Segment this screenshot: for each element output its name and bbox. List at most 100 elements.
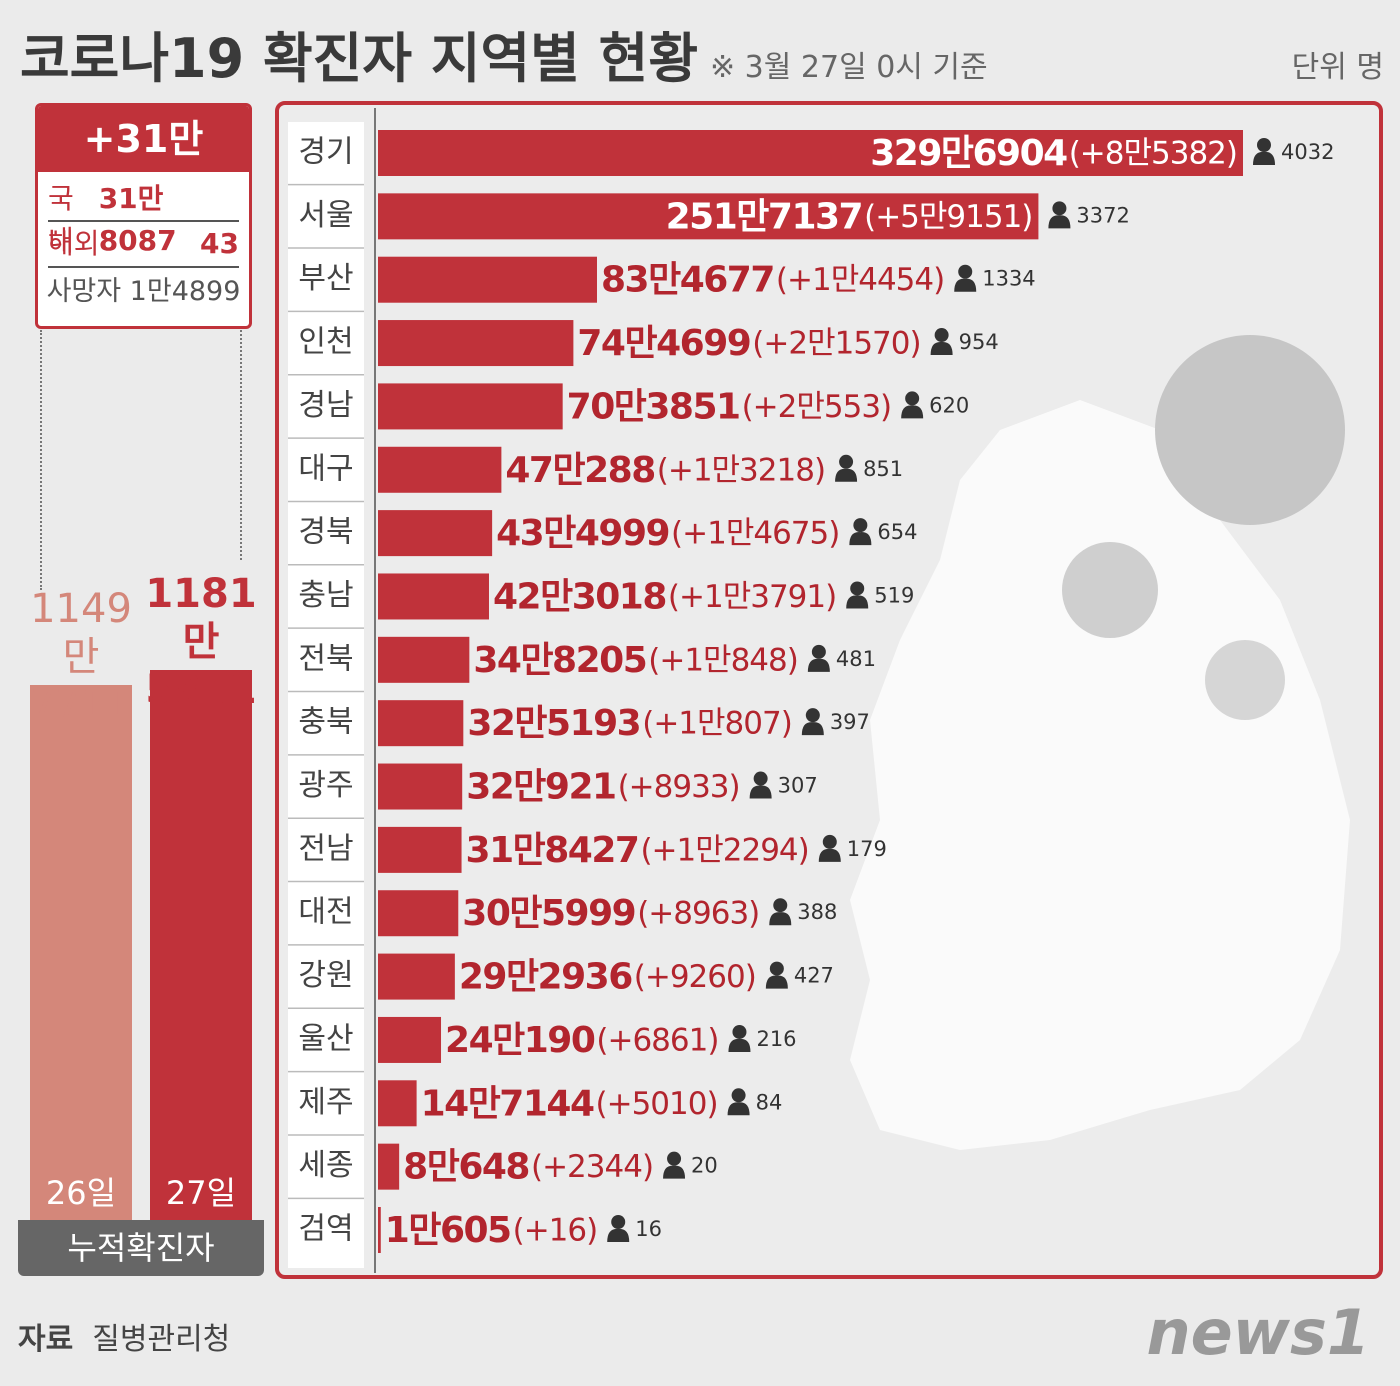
person-icon bbox=[807, 658, 830, 672]
category-label: 경기 bbox=[298, 135, 353, 170]
category-label: 서울 bbox=[298, 198, 353, 233]
map bbox=[850, 400, 1350, 1150]
death-label: 84 bbox=[756, 1090, 783, 1114]
bar bbox=[378, 573, 489, 620]
category-label: 충남 bbox=[298, 578, 353, 613]
increase-label: (+1만2294) bbox=[640, 832, 808, 868]
person-icon bbox=[769, 912, 792, 926]
increase-label: (+1만807) bbox=[642, 706, 792, 742]
value-label: 32만5193 bbox=[467, 703, 640, 744]
value-label: 42만3018 bbox=[493, 576, 666, 617]
death-label: 481 bbox=[836, 647, 876, 671]
death-label: 3372 bbox=[1076, 203, 1129, 227]
category-label: 세종 bbox=[298, 1148, 353, 1183]
bar bbox=[30, 684, 132, 1220]
bar-label: 1149만 7711 bbox=[30, 585, 132, 728]
bar bbox=[378, 383, 563, 430]
virus bbox=[1062, 542, 1158, 638]
person-icon bbox=[769, 961, 784, 976]
increase-label: (+6861) bbox=[596, 1022, 718, 1058]
person-icon bbox=[801, 722, 824, 736]
regional-chart: 경기 329만6904 (+8만5382) 4032 서울 251만7137 (+5만915… bbox=[275, 101, 1383, 1279]
increase-label: (+1만3791) bbox=[668, 579, 836, 615]
category-label: 울산 bbox=[298, 1021, 353, 1056]
person-icon bbox=[835, 468, 858, 482]
value-label: 251만7137 bbox=[666, 196, 862, 237]
value-label: 47만288 bbox=[505, 450, 654, 491]
bar bbox=[378, 130, 1243, 176]
increase-label: (+1만4454) bbox=[776, 262, 944, 298]
value-label: 43만4999 bbox=[496, 513, 669, 554]
person-icon bbox=[850, 581, 865, 596]
bar bbox=[378, 953, 455, 1000]
death-label: 954 bbox=[959, 330, 999, 354]
increase-label: (+8만5382) bbox=[1069, 136, 1237, 172]
death-label: 179 bbox=[847, 837, 887, 861]
person-icon bbox=[1052, 201, 1067, 216]
value-label: 24만190 bbox=[445, 1020, 595, 1061]
person-icon bbox=[1253, 151, 1275, 165]
person-icon bbox=[846, 595, 869, 609]
person-icon bbox=[930, 341, 953, 356]
overseas-value: 43 bbox=[200, 227, 239, 260]
increase-label: (+1만3218) bbox=[657, 452, 825, 488]
title: 코로나19 확진자 지역별 현황 bbox=[20, 27, 699, 90]
bar bbox=[378, 1016, 442, 1063]
category-column bbox=[288, 122, 364, 1268]
category-label: 부산 bbox=[298, 261, 353, 296]
person-icon bbox=[818, 848, 841, 862]
person-icon bbox=[811, 644, 826, 659]
value-label: 34만8205 bbox=[473, 640, 646, 681]
domestic-value: 31만8087 bbox=[98, 182, 177, 257]
death-label: 16 bbox=[635, 1217, 662, 1241]
unit: 단위 명 bbox=[1291, 50, 1384, 85]
value-label: 30만5999 bbox=[462, 893, 635, 934]
value-label: 70만3851 bbox=[567, 386, 740, 427]
virus bbox=[1155, 335, 1345, 525]
person-icon bbox=[853, 518, 868, 533]
person-icon bbox=[607, 1228, 630, 1242]
axis-label: 누적확진자 bbox=[18, 1220, 264, 1276]
increase-label: (+2344) bbox=[531, 1149, 653, 1185]
increase-label: (+9260) bbox=[634, 959, 756, 995]
person-icon bbox=[805, 708, 820, 723]
category-label: 경남 bbox=[298, 388, 353, 423]
bar bbox=[378, 256, 597, 303]
increase-label: (+8963) bbox=[637, 896, 759, 932]
category-label: 대구 bbox=[298, 451, 353, 486]
increase-label: (+2만553) bbox=[742, 389, 892, 425]
source-text: 질병관리청 bbox=[92, 1322, 231, 1357]
bar-label: 1181만 5841 bbox=[145, 571, 257, 713]
death-label: 307 bbox=[778, 774, 818, 798]
person-icon bbox=[958, 264, 973, 279]
death-label: 397 bbox=[830, 710, 870, 734]
increase-label: (+8933) bbox=[618, 769, 740, 805]
domestic-row: 국내 31만8087 bbox=[48, 178, 239, 257]
bar bbox=[378, 510, 493, 557]
category-label: 검역 bbox=[298, 1212, 353, 1247]
death-label: 216 bbox=[756, 1027, 796, 1051]
death-label: 620 bbox=[929, 393, 969, 417]
note: ※ 3월 27일 0시 기준 bbox=[710, 50, 988, 85]
person-icon bbox=[1257, 138, 1271, 152]
person-icon bbox=[1048, 215, 1071, 229]
bar bbox=[150, 670, 252, 1220]
overseas-label: 해외 bbox=[48, 227, 100, 260]
person-icon bbox=[731, 1088, 746, 1103]
death-label: 851 bbox=[863, 457, 903, 481]
bar bbox=[378, 700, 464, 747]
value-label: 83만4677 bbox=[601, 260, 774, 301]
summary-box: +31만8130 국내 31만8087 해외 43 사망자 1만4899 bbox=[35, 103, 252, 329]
virus bbox=[1205, 640, 1285, 720]
bar bbox=[378, 1080, 417, 1127]
person-icon bbox=[728, 1038, 751, 1052]
overseas-row: 해외 43 bbox=[48, 222, 239, 268]
bar bbox=[378, 890, 459, 937]
person-icon bbox=[611, 1215, 626, 1229]
increase-label: (+2만1570) bbox=[752, 326, 920, 362]
category-label: 경북 bbox=[298, 515, 353, 550]
person-icon bbox=[839, 454, 854, 469]
value-label: 1만605 bbox=[385, 1210, 511, 1251]
cumulative-chart: 1149만 7711 26일 1181만 5841 27일 bbox=[0, 0, 270, 1300]
